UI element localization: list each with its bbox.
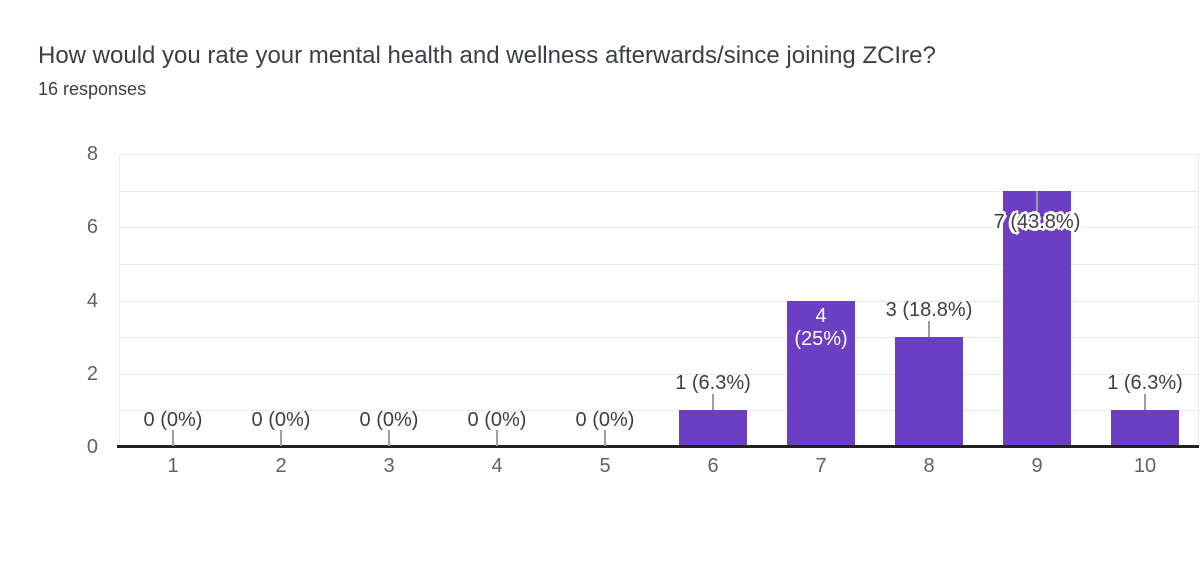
grid-line — [119, 264, 1199, 265]
x-axis-label: 1 — [167, 455, 179, 477]
y-axis-label: 2 — [86, 363, 98, 385]
y-axis-label: 4 — [86, 290, 98, 312]
grid-line — [119, 301, 1199, 302]
grid-line — [119, 227, 1199, 228]
bar-value-label: 0 (0%) — [251, 409, 311, 431]
bar — [679, 410, 747, 446]
x-axis-baseline — [117, 445, 1199, 448]
plot-right-border — [1198, 154, 1199, 447]
y-axis-label: 0 — [86, 436, 98, 458]
plot-left-border — [119, 154, 120, 447]
bar — [787, 301, 855, 447]
x-axis-label: 7 — [815, 455, 827, 477]
x-axis-label: 6 — [707, 455, 719, 477]
x-axis-label: 10 — [1133, 455, 1157, 477]
grid-line — [119, 154, 1199, 155]
leader-line — [604, 430, 606, 446]
bar-value-label: 1 (6.3%) — [1107, 372, 1183, 394]
leader-line — [388, 430, 390, 446]
bar — [1111, 410, 1179, 446]
bar-value-label: 7 (43.8%) — [993, 211, 1081, 233]
grid-line — [119, 410, 1199, 411]
x-axis-label: 8 — [923, 455, 935, 477]
bar — [1003, 191, 1071, 446]
bar-value-label: 3 (18.8%) — [885, 299, 973, 321]
question-title: How would you rate your mental health an… — [38, 42, 936, 69]
x-axis-label: 2 — [275, 455, 287, 477]
bar-value-label: 0 (0%) — [467, 409, 527, 431]
bar-value-label: 1 (6.3%) — [675, 372, 751, 394]
leader-line — [1036, 191, 1038, 211]
grid-line — [119, 191, 1199, 192]
leader-line — [496, 430, 498, 446]
grid-line — [119, 374, 1199, 375]
leader-line — [712, 394, 714, 410]
x-axis-label: 5 — [599, 455, 611, 477]
x-axis-label: 9 — [1031, 455, 1043, 477]
y-axis-label: 6 — [86, 216, 98, 238]
x-axis-label: 4 — [491, 455, 503, 477]
y-axis-label: 8 — [86, 143, 98, 165]
bar-value-label: 0 (0%) — [575, 409, 635, 431]
bar-value-label: 0 (0%) — [143, 409, 203, 431]
x-axis-label: 3 — [383, 455, 395, 477]
response-count: 16 responses — [38, 79, 147, 99]
leader-line — [172, 430, 174, 446]
bar — [895, 337, 963, 446]
leader-line — [928, 321, 930, 337]
bar-value-label: 4 (25%) — [794, 305, 848, 350]
bar-value-label: 0 (0%) — [359, 409, 419, 431]
leader-line — [280, 430, 282, 446]
leader-line — [1144, 394, 1146, 410]
grid-line — [119, 337, 1199, 338]
